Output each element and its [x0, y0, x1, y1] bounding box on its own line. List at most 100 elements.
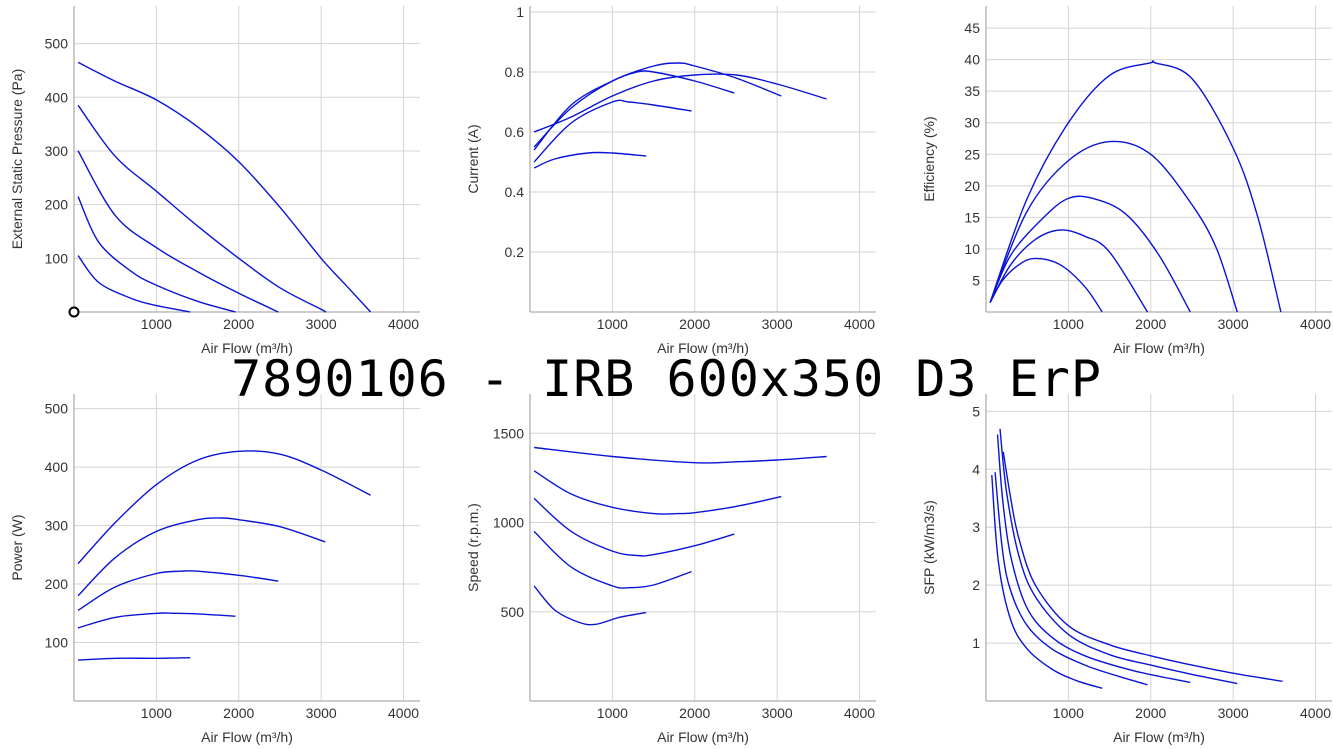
pressure-y-axis-title: External Static Pressure (Pa)	[9, 69, 25, 250]
power-series-2	[77, 517, 326, 597]
current-chart: 1000 2000 3000 4000 0.2 0.4 0.6 0.8 1 Air Flow (m…	[465, 4, 876, 356]
efficiency-ytick-label: 5	[972, 272, 980, 288]
efficiency-xtick-label: 4000	[1300, 316, 1331, 332]
speed-series-2	[533, 470, 782, 515]
sfp-ytick-label: 4	[972, 461, 980, 477]
current-xtick-label: 2000	[679, 316, 710, 332]
speed-ytick-label: 1500	[493, 425, 524, 441]
sfp-series-3	[996, 434, 1191, 684]
sfp-series-1	[1002, 451, 1283, 682]
power-series-1	[77, 450, 371, 565]
sfp-xtick-label: 1000	[1053, 705, 1084, 721]
power-xtick-label: 1000	[141, 705, 172, 721]
current-xtick-label: 4000	[844, 316, 875, 332]
current-xtick-label: 1000	[597, 316, 628, 332]
power-xtick-label: 4000	[388, 705, 419, 721]
current-series-2	[533, 62, 782, 148]
efficiency-xtick-label: 2000	[1135, 316, 1166, 332]
pressure-series-4	[77, 196, 236, 313]
power-ytick-label: 200	[45, 576, 69, 592]
speed-ytick-label: 1000	[493, 515, 524, 531]
efficiency-y-axis-title: Efficiency (%)	[921, 116, 937, 201]
efficiency-ytick-label: 30	[964, 115, 980, 131]
speed-y-axis-title: Speed (r.p.m.)	[465, 503, 481, 592]
power-x-axis-title: Air Flow (m³/h)	[201, 729, 293, 745]
speed-xtick-label: 1000	[597, 705, 628, 721]
power-chart: 1000 2000 3000 4000 100 200 300 400 500 Air Flow …	[9, 394, 420, 745]
speed-series-3	[533, 497, 735, 557]
pressure-series-2	[77, 104, 327, 313]
power-xtick-label: 2000	[223, 705, 254, 721]
current-series-3	[533, 70, 735, 151]
power-ytick-label: 400	[45, 459, 69, 475]
pressure-ytick-label: 100	[45, 250, 69, 266]
speed-x-axis-title: Air Flow (m³/h)	[657, 729, 749, 745]
sfp-xtick-label: 4000	[1300, 705, 1331, 721]
pressure-xtick-label: 1000	[141, 316, 172, 332]
efficiency-ytick-label: 15	[964, 209, 980, 225]
efficiency-ytick-label: 35	[964, 83, 980, 99]
current-x-axis-title: Air Flow (m³/h)	[657, 340, 749, 356]
pressure-xtick-label: 4000	[388, 316, 419, 332]
sfp-ytick-label: 5	[972, 403, 980, 419]
speed-xtick-label: 2000	[679, 705, 710, 721]
sfp-series-2	[999, 428, 1238, 685]
speed-series-1	[534, 446, 827, 464]
power-series-5	[78, 657, 191, 661]
efficiency-series-4	[989, 229, 1149, 313]
speed-series-4	[533, 530, 692, 589]
pressure-series-3	[77, 150, 279, 313]
current-ytick-label: 0.6	[505, 124, 525, 140]
pressure-origin-marker[interactable]	[68, 306, 80, 318]
pressure-x-axis-title: Air Flow (m³/h)	[201, 340, 293, 356]
efficiency-ytick-label: 40	[964, 52, 980, 68]
speed-series-5	[533, 585, 647, 626]
current-ytick-label: 0.4	[505, 184, 525, 200]
sfp-ytick-label: 2	[972, 577, 980, 593]
pressure-series-5	[77, 255, 191, 313]
efficiency-series-5	[989, 257, 1103, 313]
current-series-4	[533, 99, 692, 163]
current-ytick-label: 0.2	[505, 244, 525, 260]
power-series-3	[77, 570, 279, 611]
page-title: 7890106 - IRB 600x350 D3 ErP	[231, 350, 1102, 408]
power-series-4	[77, 612, 236, 629]
pressure-ytick-label: 200	[45, 197, 69, 213]
power-xtick-label: 3000	[306, 705, 337, 721]
efficiency-ytick-label: 45	[964, 20, 980, 36]
power-ytick-label: 300	[45, 518, 69, 534]
pressure-ytick-label: 400	[45, 89, 69, 105]
efficiency-x-axis-title: Air Flow (m³/h)	[1113, 340, 1205, 356]
pressure-ytick-label: 500	[45, 36, 69, 52]
sfp-y-axis-title: SFP (kW/m3/s)	[921, 500, 937, 595]
pressure-ytick-label: 300	[45, 143, 69, 159]
efficiency-xtick-label: 1000	[1053, 316, 1084, 332]
efficiency-series-1	[989, 60, 1282, 313]
sfp-xtick-label: 3000	[1218, 705, 1249, 721]
efficiency-ytick-label: 25	[964, 146, 980, 162]
pressure-series-1	[77, 61, 372, 313]
speed-xtick-label: 3000	[762, 705, 793, 721]
sfp-series-4	[994, 472, 1148, 686]
current-y-axis-title: Current (A)	[465, 124, 481, 193]
pressure-chart: 1000 2000 3000 4000 100 200 300 400 500 Air Flow …	[9, 6, 420, 356]
current-ytick-label: 0.8	[505, 64, 525, 80]
pressure-xtick-label: 3000	[306, 316, 337, 332]
efficiency-chart: 1000 2000 3000 4000 5 10 15 20 25 30 35 40 45 Air Flo…	[921, 6, 1332, 356]
power-ytick-label: 500	[45, 401, 69, 417]
speed-chart: 1000 2000 3000 4000 500 1000 1500 Air Flow (m³/…	[465, 394, 876, 745]
current-series-5	[533, 151, 647, 169]
efficiency-xtick-label: 3000	[1218, 316, 1249, 332]
power-y-axis-title: Power (W)	[9, 514, 25, 580]
sfp-xtick-label: 2000	[1135, 705, 1166, 721]
sfp-chart: 1000 2000 3000 4000 1 2 3 4 5 Air Flow (m³/h) SFP …	[921, 394, 1332, 745]
speed-ytick-label: 500	[501, 604, 525, 620]
pressure-xtick-label: 2000	[223, 316, 254, 332]
speed-xtick-label: 4000	[844, 705, 875, 721]
efficiency-ytick-label: 20	[964, 178, 980, 194]
sfp-ytick-label: 1	[972, 635, 980, 651]
efficiency-ytick-label: 10	[964, 241, 980, 257]
current-xtick-label: 3000	[762, 316, 793, 332]
sfp-series-5	[991, 475, 1103, 689]
